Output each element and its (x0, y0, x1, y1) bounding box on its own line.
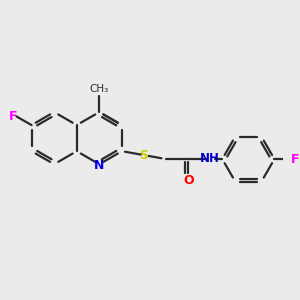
Text: O: O (183, 174, 194, 187)
Text: F: F (9, 110, 18, 123)
Text: CH₃: CH₃ (90, 84, 109, 94)
Text: N: N (94, 159, 104, 172)
Text: NH: NH (200, 152, 220, 165)
Text: S: S (140, 148, 148, 162)
Text: F: F (291, 153, 299, 166)
